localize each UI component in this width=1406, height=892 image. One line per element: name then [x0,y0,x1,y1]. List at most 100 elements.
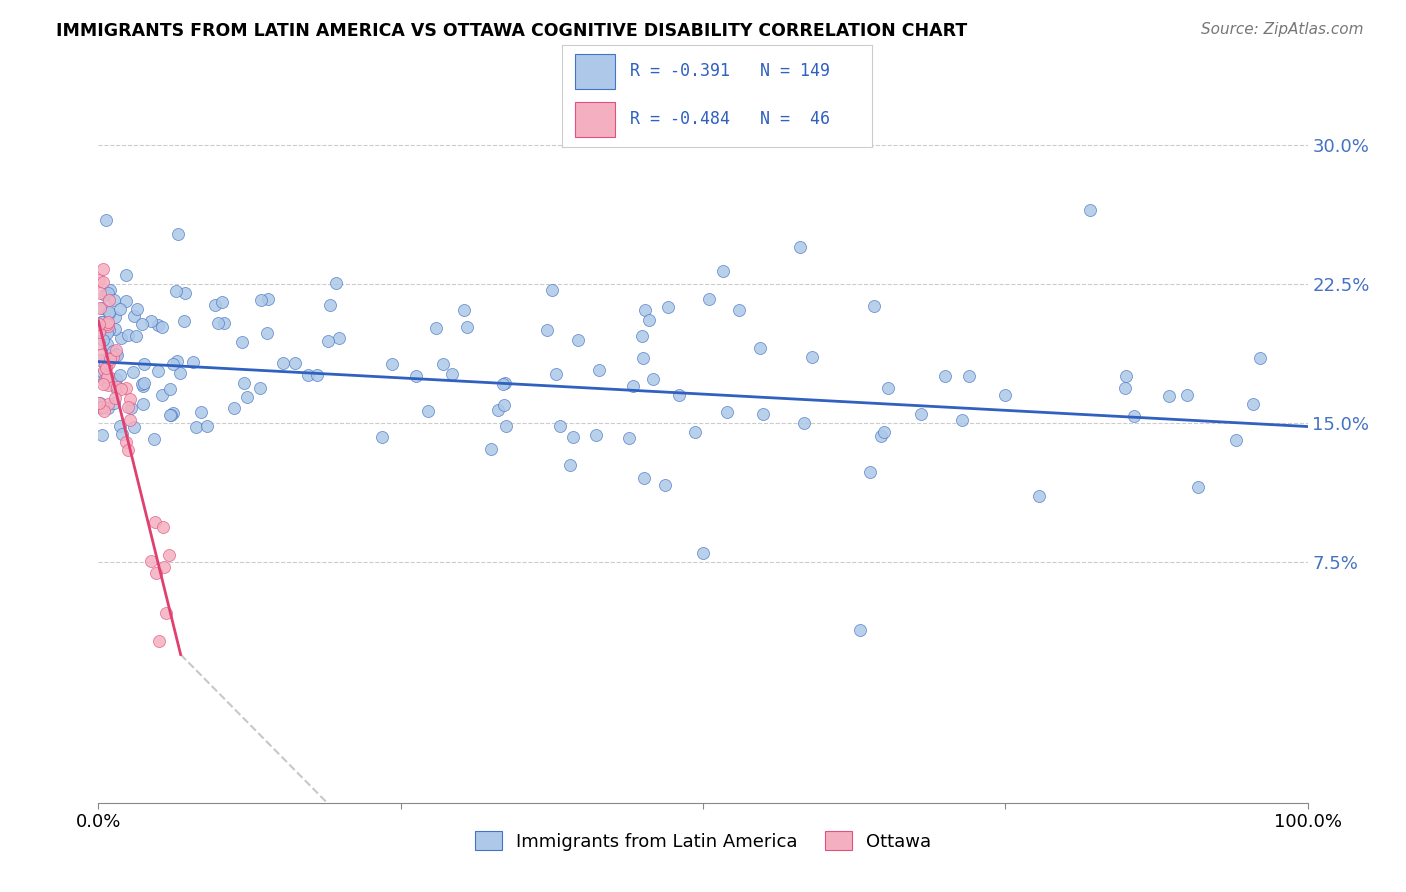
Point [486,402,509,417]
Point [588,363,610,377]
Point [631,351,654,365]
Point [633,303,655,318]
Point [536,323,558,337]
Point [105,380,128,394]
Point [222,401,245,415]
Point [94,213,117,227]
Point [104,310,127,325]
Point [94,374,117,388]
Point [849,624,872,638]
Point [195,419,218,434]
Point [110,331,132,345]
Point [89,395,111,409]
Point [380,357,402,371]
Point [558,458,581,472]
Point [544,368,567,382]
Point [104,391,127,405]
Point [870,429,893,443]
Point [617,431,640,445]
Point [548,419,571,434]
Point [120,392,142,406]
Point [793,416,815,430]
Point [118,413,141,427]
Point [1157,389,1180,403]
Point [89,352,111,367]
Point [103,293,125,307]
Point [162,406,184,420]
Point [98,304,121,318]
Point [97,286,120,301]
Point [93,362,115,376]
Point [107,348,129,362]
Point [657,300,679,314]
Point [316,334,339,349]
Point [305,368,328,383]
Point [103,395,125,409]
Point [432,357,454,371]
Point [250,293,273,307]
Point [697,292,720,306]
Point [585,427,607,442]
Point [96,337,118,351]
Point [91,275,114,289]
Point [90,400,112,414]
Point [132,397,155,411]
Point [117,400,139,414]
Point [212,316,235,330]
Point [104,381,127,395]
Point [114,434,136,449]
Point [1249,351,1271,366]
Point [98,306,121,320]
Point [97,319,120,334]
Point [91,262,114,277]
Point [1187,480,1209,494]
Point [910,407,932,421]
Point [233,376,256,390]
Point [859,465,882,479]
Point [166,354,188,368]
Point [93,404,115,418]
Point [91,400,114,414]
Point [108,368,131,383]
Point [141,554,163,568]
Point [89,286,111,301]
Point [134,357,156,371]
Point [637,313,659,327]
Point [139,313,162,327]
Point [101,343,124,358]
Point [91,428,114,442]
Point [125,328,148,343]
Point [157,549,180,563]
Point [125,302,148,317]
Point [87,273,110,287]
Point [749,341,772,355]
Point [89,396,111,410]
Point [90,301,112,315]
Point [425,321,447,335]
Point [121,401,143,416]
Point [789,240,811,254]
Point [101,351,124,365]
Point [93,373,115,387]
Point [159,382,181,396]
Point [93,366,115,380]
Point [957,369,980,384]
Point [1028,489,1050,503]
Point [283,356,305,370]
Point [453,302,475,317]
Point [97,356,120,370]
Point [561,430,583,444]
Point [654,478,676,492]
Point [91,377,114,392]
Point [950,413,973,427]
Point [641,372,664,386]
Point [97,378,120,392]
Point [94,357,117,371]
Point [273,356,295,370]
Point [633,470,655,484]
Point [319,298,342,312]
Point [1114,381,1136,395]
Point [495,418,517,433]
Point [567,334,589,348]
Point [994,388,1017,402]
